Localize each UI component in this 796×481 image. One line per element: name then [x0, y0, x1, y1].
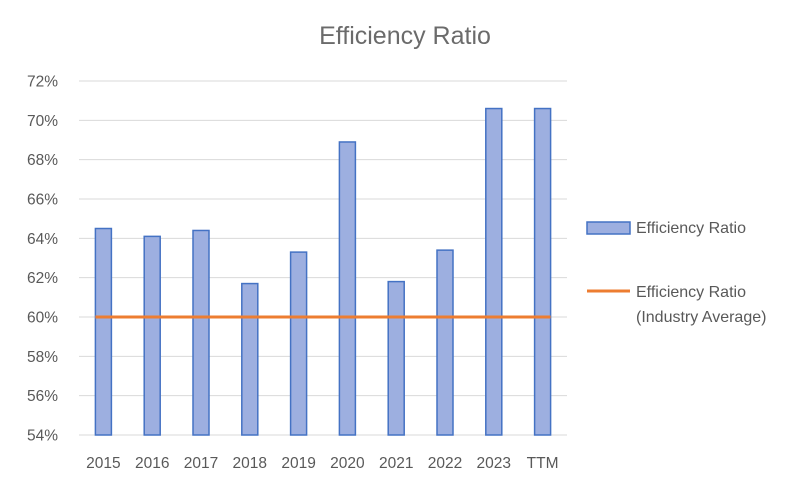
bar-2019 [289, 251, 308, 436]
x-axis-ticks: 2015 2016 2017 2018 2019 2020 2021 2022 2023 TTM [86, 455, 558, 472]
legend-label-industry-average-line2: (Industry Average) [636, 309, 766, 326]
chart-title: Efficiency Ratio [319, 22, 491, 50]
x-tick-label: 2023 [477, 455, 511, 472]
x-tick-label: 2018 [233, 455, 267, 472]
bar-2015 [94, 227, 113, 436]
y-axis-ticks: 54% 56% 58% 60% 62% 64% 66% 68% 70% 72% [27, 74, 58, 445]
x-tick-label: 2016 [135, 455, 169, 472]
x-tick-label: 2021 [379, 455, 413, 472]
x-tick-label: TTM [527, 455, 559, 472]
y-tick-label: 56% [27, 388, 58, 405]
bar-2016 [143, 235, 161, 436]
y-tick-label: 72% [27, 74, 58, 91]
x-tick-label: 2015 [86, 455, 120, 472]
bar-2017 [192, 229, 210, 436]
bar-2021 [387, 280, 405, 436]
x-tick-label: 2022 [428, 455, 462, 472]
y-tick-label: 68% [27, 152, 58, 169]
legend-bar-swatch [586, 221, 631, 235]
legend: Efficiency Ratio Efficiency Ratio (Indus… [586, 220, 766, 326]
x-tick-label: 2019 [281, 455, 315, 472]
y-tick-label: 66% [27, 192, 58, 209]
y-tick-label: 54% [27, 428, 58, 445]
legend-label-industry-average-line1: Efficiency Ratio [636, 284, 746, 301]
x-tick-label: 2017 [184, 455, 218, 472]
y-tick-label: 64% [27, 231, 58, 248]
y-tick-label: 58% [27, 349, 58, 366]
bar-2022 [436, 249, 454, 436]
y-tick-label: 62% [27, 270, 58, 287]
y-tick-label: 70% [27, 113, 58, 130]
bar-2018 [241, 282, 259, 436]
bar-2023 [485, 107, 503, 436]
bar-series [94, 107, 552, 436]
legend-label-efficiency-ratio: Efficiency Ratio [636, 220, 746, 237]
y-tick-label: 60% [27, 310, 58, 327]
bar-ttm [533, 107, 552, 436]
bar-2020 [338, 141, 357, 436]
x-tick-label: 2020 [330, 455, 365, 472]
